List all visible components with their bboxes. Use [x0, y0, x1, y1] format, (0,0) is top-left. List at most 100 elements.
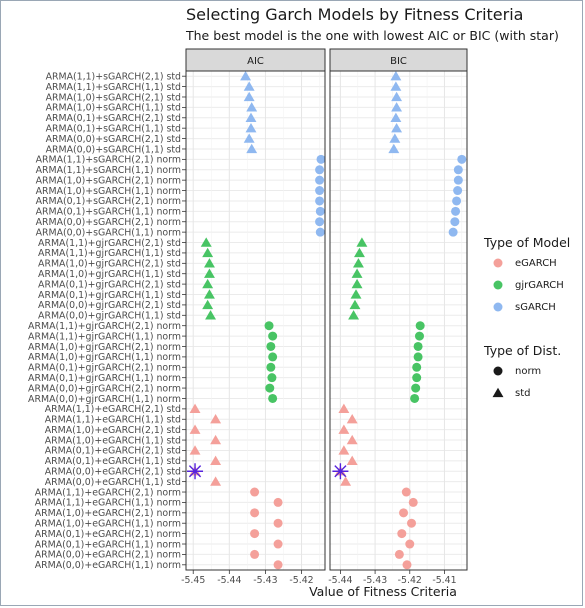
point-aic-std [202, 278, 214, 289]
y-tick-label: ARMA(1,0)+sGARCH(1,1) std [46, 103, 181, 114]
point-bic-std [338, 424, 350, 434]
legend-key-sgarch [493, 302, 503, 312]
point-aic-norm [268, 352, 278, 362]
y-tick-label: ARMA(1,0)+gjrGARCH(1,1) norm [28, 352, 181, 363]
point-bic-norm [401, 487, 411, 497]
y-tick-label: ARMA(1,0)+eGARCH(2,1) std [45, 425, 181, 436]
y-tick-label: ARMA(0,0)+eGARCH(2,1) std [45, 467, 181, 478]
point-aic-norm [273, 560, 283, 570]
point-bic-norm [412, 362, 422, 372]
point-bic-norm [415, 321, 425, 331]
point-aic-norm [316, 154, 326, 164]
point-bic-std [348, 310, 360, 320]
y-tick-label: ARMA(0,1)+gjrGARCH(2,1) norm [28, 363, 181, 374]
point-bic-std [354, 247, 365, 258]
point-bic-std [356, 237, 368, 247]
point-aic-norm [266, 362, 276, 372]
point-bic-norm [413, 352, 423, 362]
point-aic-norm [315, 196, 325, 206]
y-tick-label: ARMA(1,1)+gjrGARCH(1,1) norm [28, 331, 181, 342]
point-aic-norm [250, 508, 260, 518]
point-aic-std [189, 403, 201, 414]
point-aic-norm [315, 206, 325, 216]
legend-label-std: std [515, 388, 531, 399]
point-aic-std [202, 299, 214, 310]
point-aic-std [205, 310, 217, 320]
facet-strip-label: AIC [247, 56, 264, 67]
y-tick-label: ARMA(1,1)+gjrGARCH(2,1) norm [28, 321, 181, 332]
point-bic-std [351, 278, 363, 289]
y-tick-label: ARMA(0,1)+gjrGARCH(1,1) std [38, 290, 181, 301]
point-bic-std [389, 133, 401, 143]
legend-dist-title: Type of Dist. [484, 343, 562, 358]
y-tick-label: ARMA(0,0)+eGARCH(1,1) norm [35, 560, 181, 571]
y-tick-label: ARMA(1,0)+gjrGARCH(2,1) norm [28, 342, 181, 353]
y-tick-label: ARMA(1,0)+eGARCH(1,1) norm [35, 519, 181, 530]
point-bic-norm [411, 383, 421, 393]
y-tick-label: ARMA(0,1)+gjrGARCH(1,1) norm [28, 373, 181, 384]
point-bic-norm [408, 497, 418, 507]
point-bic-std [346, 455, 358, 466]
point-aic-std [189, 424, 201, 434]
point-bic-std [346, 434, 358, 445]
point-aic-norm [315, 186, 325, 196]
x-tick-label: -5.45 [181, 575, 205, 586]
x-tick-label: -5.44 [217, 575, 241, 586]
x-tick-label: -5.42 [398, 575, 422, 586]
y-tick-label: ARMA(1,0)+gjrGARCH(2,1) std [38, 259, 181, 270]
point-bic-norm [451, 206, 461, 216]
point-aic-std [246, 102, 258, 112]
point-bic-norm [453, 165, 463, 175]
point-bic-std [390, 70, 402, 81]
point-aic-norm [273, 539, 283, 549]
point-bic-norm [407, 518, 417, 528]
point-bic-std [391, 122, 403, 133]
point-aic-norm [266, 341, 276, 351]
y-tick-label: ARMA(1,1)+sGARCH(2,1) std [46, 71, 181, 82]
y-tick-label: ARMA(0,0)+sGARCH(1,1) std [46, 144, 181, 155]
y-tick-label: ARMA(1,0)+eGARCH(1,1) std [45, 435, 181, 446]
star-stroke [334, 465, 347, 478]
point-aic-norm [273, 518, 283, 528]
panel-border [329, 70, 468, 571]
star-stroke [188, 465, 202, 478]
point-aic-std [204, 268, 215, 278]
y-tick-label: ARMA(0,1)+eGARCH(2,1) std [45, 446, 181, 457]
point-aic-std [204, 289, 215, 299]
x-axis-label: Value of Fitness Criteria [309, 584, 457, 599]
point-bic-std [352, 258, 364, 268]
chart-title: Selecting Garch Models by Fitness Criter… [186, 5, 524, 24]
legend-label-egarch: eGARCH [515, 258, 557, 269]
y-tick-label: ARMA(0,0)+eGARCH(2,1) norm [35, 550, 181, 561]
point-aic-std [240, 70, 252, 81]
point-aic-std [210, 455, 222, 466]
y-tick-label: ARMA(0,1)+eGARCH(1,1) norm [35, 539, 181, 550]
point-bic-norm [399, 508, 409, 518]
point-aic-norm [264, 321, 274, 331]
point-bic-std [391, 102, 403, 112]
point-bic-std [390, 112, 402, 122]
point-aic-std [245, 112, 257, 122]
point-bic-std [349, 299, 361, 310]
chart-subtitle: The best model is the one with lowest AI… [186, 28, 559, 43]
point-bic-std [346, 414, 358, 424]
y-tick-label: ARMA(0,0)+gjrGARCH(2,1) std [38, 300, 181, 311]
point-bic-norm [457, 154, 467, 164]
point-aic-norm [315, 175, 325, 185]
legend-label-norm: norm [515, 366, 542, 377]
y-tick-label: ARMA(1,1)+eGARCH(1,1) norm [35, 498, 181, 509]
y-tick-label: ARMA(0,1)+sGARCH(2,1) norm [36, 196, 181, 207]
point-aic-norm [268, 393, 278, 403]
point-bic-norm [410, 393, 420, 403]
legend-key-gjrgarch [493, 280, 503, 290]
x-tick-label: -5.43 [363, 575, 387, 586]
point-aic-std [202, 247, 214, 258]
point-bic-std [338, 403, 350, 414]
point-bic-std [388, 143, 400, 154]
point-aic-std [243, 81, 255, 91]
point-aic-std [243, 91, 255, 102]
y-tick-label: ARMA(0,0)+sGARCH(1,1) norm [36, 227, 181, 238]
y-tick-label: ARMA(1,1)+eGARCH(2,1) std [45, 404, 181, 415]
y-tick-label: ARMA(0,1)+eGARCH(2,1) norm [35, 529, 181, 540]
